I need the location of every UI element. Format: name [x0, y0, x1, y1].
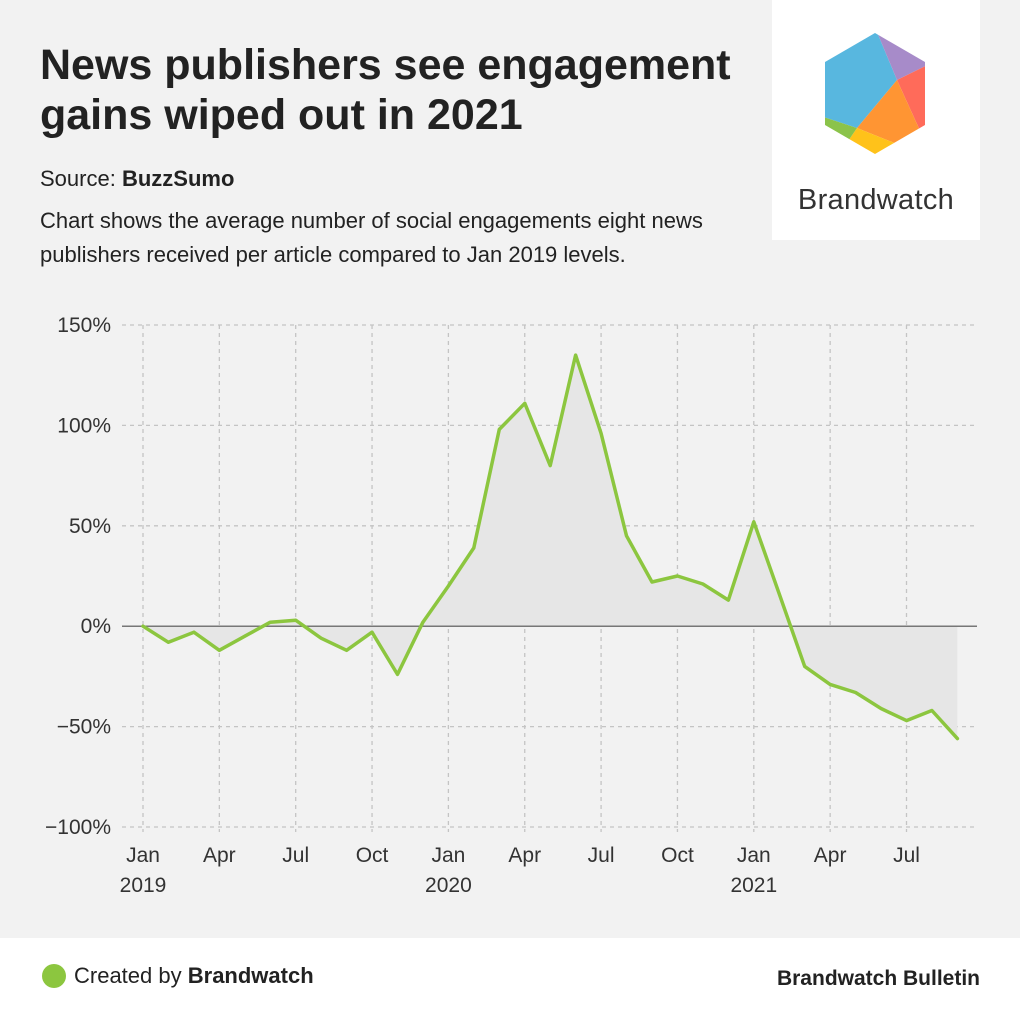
brand-logo-box: Brandwatch [772, 0, 980, 240]
x-tick-year-label: 2021 [730, 874, 777, 897]
x-tick-label: Jul [282, 844, 309, 867]
chart-subtitle: Chart shows the average number of social… [40, 208, 703, 267]
x-tick-label: Apr [508, 844, 541, 867]
x-tick-year-label: 2020 [425, 874, 472, 897]
y-tick-label: 100% [57, 414, 111, 437]
created-by-name: Brandwatch [187, 963, 314, 988]
chart-title: News publishers see engagement gains wip… [40, 41, 731, 139]
x-tick-label: Oct [356, 844, 389, 867]
green-dot-icon [42, 964, 66, 988]
source-line: Source: BuzzSumo [40, 166, 234, 192]
y-axis: 150% 100% 50% 0% −50% −100% [45, 314, 111, 839]
area-fill [143, 355, 958, 739]
y-tick-label: −100% [45, 816, 111, 839]
brandwatch-hexagon-logo-icon [825, 33, 925, 154]
x-tick-year-label: 2019 [120, 874, 167, 897]
logo-segment-red [897, 58, 925, 135]
y-tick-label: −50% [57, 716, 111, 739]
footer: Created by Brandwatch Brandwatch Bulleti… [0, 938, 1020, 1020]
grid [122, 324, 977, 832]
y-tick-label: 150% [57, 314, 111, 337]
source-label: Source: [40, 166, 116, 191]
created-by-label: Created by [74, 963, 182, 988]
series-line [141, 353, 960, 741]
x-tick-label: Apr [203, 844, 236, 867]
x-tick-label: Jan [737, 844, 771, 867]
logo-segment-yellow [842, 128, 912, 154]
y-tick-label: 0% [81, 615, 111, 638]
x-tick-label: Apr [814, 844, 847, 867]
logo-segment-orange [857, 80, 922, 150]
x-tick-label: Jan [431, 844, 465, 867]
y-tick-label: 50% [69, 515, 111, 538]
x-tick-label: Jul [588, 844, 615, 867]
created-by: Created by Brandwatch [74, 963, 314, 989]
x-axis: Jan 2019 Apr Jul Oct Jan 2020 Apr Jul Oct Jan 2021 A… [120, 844, 920, 897]
x-tick-label: Jul [893, 844, 920, 867]
publication-name: Brandwatch Bulletin [776, 967, 980, 990]
x-tick-label: Oct [661, 844, 694, 867]
x-tick-label: Jan [126, 844, 160, 867]
brand-wordmark: Brandwatch [797, 184, 955, 216]
source-name: BuzzSumo [121, 166, 235, 191]
